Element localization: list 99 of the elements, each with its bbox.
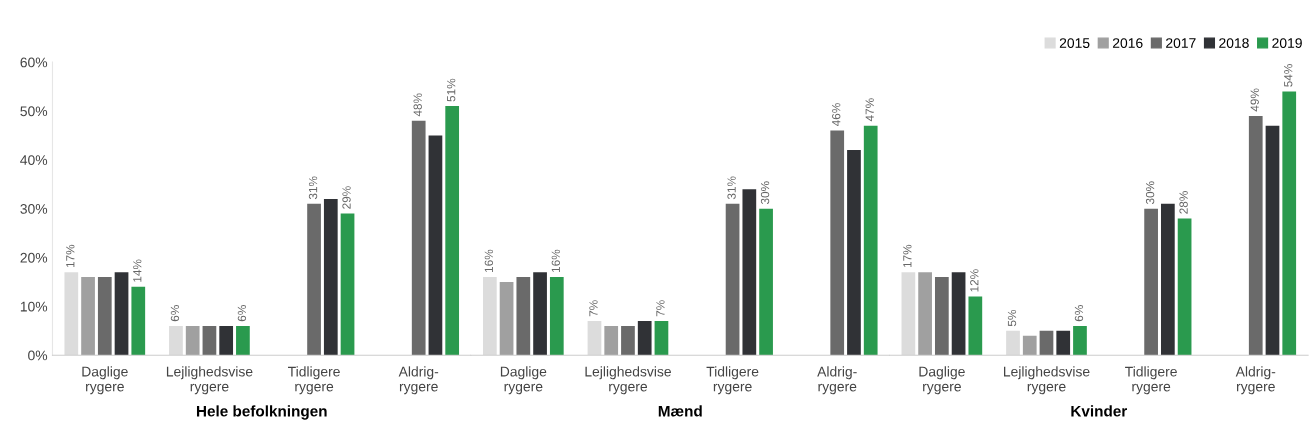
bar	[1248, 115, 1263, 356]
bar	[219, 325, 234, 356]
bar	[1282, 91, 1297, 356]
bar	[97, 277, 112, 356]
data-label: 16%	[551, 249, 560, 272]
data-label: 16%	[484, 249, 494, 272]
x-tick-label: Daglige rygere	[500, 366, 547, 395]
data-label: 29%	[342, 186, 351, 209]
data-label: 17%	[903, 244, 912, 268]
y-tick-label: 10%	[20, 301, 48, 312]
bar	[1144, 208, 1158, 356]
data-label: 5%	[1007, 309, 1017, 327]
data-label: 7%	[656, 300, 665, 317]
legend-label: 2016	[1112, 38, 1143, 48]
data-label: 12%	[970, 269, 979, 292]
x-tick-label: Tidligere rygere	[706, 366, 759, 395]
legend-label: 2017	[1166, 38, 1196, 48]
y-tick-label: 20%	[20, 252, 48, 263]
bar	[1073, 325, 1087, 356]
x-axis-title: Mænd	[658, 405, 702, 417]
data-label: 54%	[1284, 64, 1293, 87]
bar	[654, 321, 669, 356]
y-tick-label: 40%	[20, 155, 48, 166]
bar	[131, 286, 146, 356]
data-label: 48%	[413, 93, 422, 117]
y-tick-label: 30%	[20, 204, 48, 214]
bar	[1265, 125, 1280, 356]
bar	[499, 281, 514, 356]
bar	[549, 277, 564, 356]
bar	[847, 150, 861, 356]
bar	[968, 296, 983, 356]
x-tick-label: Aldrig- rygere	[817, 366, 857, 395]
bar	[587, 321, 602, 356]
bar	[323, 198, 338, 356]
bar	[621, 325, 635, 356]
bar	[185, 325, 200, 356]
legend-label: 2015	[1059, 38, 1090, 48]
data-label: 51%	[447, 78, 456, 102]
bar	[934, 277, 949, 356]
bar	[951, 272, 966, 356]
bar	[202, 325, 217, 356]
data-label: 28%	[1179, 191, 1188, 214]
data-label: 17%	[66, 244, 75, 268]
x-tick-label: Aldrig- rygere	[398, 366, 439, 395]
x-tick-label: Tidligere rygere	[1125, 366, 1177, 395]
bar	[411, 120, 426, 356]
data-label: 46%	[832, 103, 841, 127]
bar	[759, 208, 773, 356]
y-tick-label: 50%	[20, 106, 48, 117]
data-label: 6%	[237, 305, 247, 322]
x-tick-label: Lejlighedsvise rygere	[585, 366, 671, 395]
y-tick-label: 0%	[28, 350, 48, 361]
bar	[742, 189, 757, 356]
data-label: 6%	[170, 305, 180, 322]
bar	[830, 130, 845, 356]
x-tick-label: Lejlighedsvise rygere	[1004, 366, 1090, 395]
bar	[81, 277, 95, 356]
bar	[1022, 335, 1037, 356]
bar	[340, 213, 355, 356]
bar	[637, 321, 652, 356]
x-tick-label: Daglige rygere	[919, 366, 965, 395]
bar	[1160, 203, 1175, 356]
bar	[901, 272, 916, 356]
x-tick-label: Lejlighedsvise rygere	[166, 366, 253, 395]
bar	[428, 135, 443, 356]
data-label: 47%	[865, 98, 874, 122]
x-axis-title: Kvinder	[1071, 405, 1128, 417]
bar	[533, 272, 547, 356]
x-tick-label: Daglige rygere	[82, 366, 128, 395]
legend-label: 2018	[1219, 38, 1249, 48]
data-label: 30%	[1145, 181, 1155, 205]
bar	[114, 272, 129, 356]
data-label: 31%	[308, 176, 318, 200]
bar	[918, 272, 932, 356]
x-tick-label: Tidligere rygere	[288, 366, 340, 395]
bar	[863, 125, 878, 356]
bar	[1039, 330, 1054, 356]
bar	[604, 325, 619, 356]
bar	[482, 277, 497, 356]
bar	[725, 203, 740, 356]
bar	[1177, 218, 1192, 356]
data-label: 14%	[133, 259, 142, 282]
data-label: 30%	[760, 181, 770, 205]
legend-label: 2019	[1272, 38, 1302, 48]
data-label: 6%	[1074, 305, 1084, 322]
bar	[64, 272, 79, 356]
bar	[1006, 330, 1020, 356]
data-label: 7%	[589, 300, 598, 317]
bar	[445, 106, 460, 356]
bar	[307, 203, 321, 356]
x-tick-label: Aldrig- rygere	[1235, 366, 1276, 395]
y-tick-label: 60%	[20, 57, 48, 68]
bar	[236, 325, 250, 356]
bar	[169, 325, 183, 356]
bar	[516, 277, 531, 356]
data-label: 31%	[727, 176, 736, 200]
bar	[1056, 330, 1071, 356]
data-label: 49%	[1250, 88, 1259, 112]
x-axis-title: Hele befolkningen	[196, 405, 327, 420]
